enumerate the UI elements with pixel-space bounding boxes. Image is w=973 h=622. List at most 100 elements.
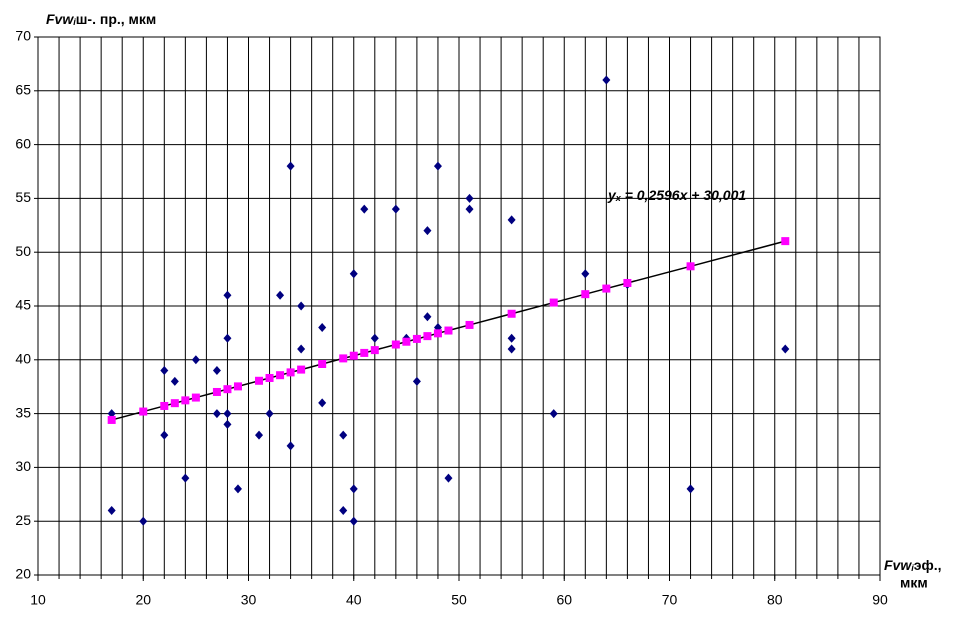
point [170,399,179,408]
x-tick-label: 40 [346,592,362,608]
y-tick-label: 65 [15,82,31,98]
y-label-rest: ш-. пр., мкм [76,11,157,27]
point [107,409,116,419]
point [412,334,421,343]
point [170,376,179,386]
y-tick-label: 40 [15,351,31,367]
y-tick-label: 60 [15,135,31,151]
point [507,309,516,318]
point [349,516,358,526]
point [507,215,516,225]
point [297,301,306,311]
equation-rest: = 0,2596x + 30,001 [621,187,747,203]
point [433,329,442,338]
point [781,344,790,354]
point [402,337,411,346]
x-tick-label: 20 [135,592,151,608]
point [686,484,695,494]
point [233,484,242,494]
point [465,320,474,329]
x-tick-label: 10 [30,592,46,608]
plot-frame [37,36,881,576]
y-tick-label: 30 [15,458,31,474]
point [191,393,200,402]
point [339,505,348,515]
point [286,368,295,377]
point [139,407,148,416]
point [233,382,242,391]
y-tick-label: 35 [15,404,31,420]
point [191,355,200,365]
point [212,387,221,396]
x-label-sub: i [911,563,914,573]
point [107,505,116,515]
x-tick-label: 50 [451,592,467,608]
point [276,290,285,300]
point [507,333,516,343]
point [549,409,558,419]
point [423,226,432,236]
x-tick-label: 80 [767,592,783,608]
point [181,473,190,483]
y-tick-label: 45 [15,297,31,313]
point [423,312,432,322]
y-axis-label: Fvwiш-. пр., мкм [46,11,156,28]
point [602,75,611,85]
point [160,401,169,410]
equation-y: y [607,187,617,203]
point [223,290,232,300]
point [349,351,358,360]
point [581,269,590,279]
x-axis-label-line2: мкм [900,575,928,591]
point [223,333,232,343]
point [255,376,264,385]
point [339,354,348,363]
point [433,161,442,171]
point [139,516,148,526]
y-tick-label: 50 [15,243,31,259]
point [623,278,632,287]
point [318,359,327,368]
point [686,262,695,271]
point [223,385,232,394]
point [444,473,453,483]
point [212,409,221,419]
equation: yx = 0,2596x + 30,001 [607,187,746,204]
point [391,204,400,214]
point [581,290,590,299]
point [507,344,516,354]
y-tick-label: 55 [15,189,31,205]
point [360,348,369,357]
point [181,396,190,405]
point [412,376,421,386]
point [339,430,348,440]
point [160,430,169,440]
point [255,430,264,440]
point [349,484,358,494]
point [265,373,274,382]
point [465,193,474,203]
point [297,365,306,374]
point [549,298,558,307]
y-label-sub: i [73,17,76,27]
point [160,366,169,376]
point [360,204,369,214]
point [223,419,232,429]
point [602,284,611,293]
point [318,398,327,408]
y-tick-label: 70 [15,28,31,44]
point [318,323,327,333]
point [265,409,274,419]
point [286,161,295,171]
y-label-main: Fvw [46,11,74,27]
x-tick-label: 70 [662,592,678,608]
x-tick-label: 30 [241,592,257,608]
point [107,415,116,424]
point [223,409,232,419]
point [370,333,379,343]
point [444,326,453,335]
x-label-main: Fvw [884,557,912,573]
point [286,441,295,451]
point [370,346,379,355]
